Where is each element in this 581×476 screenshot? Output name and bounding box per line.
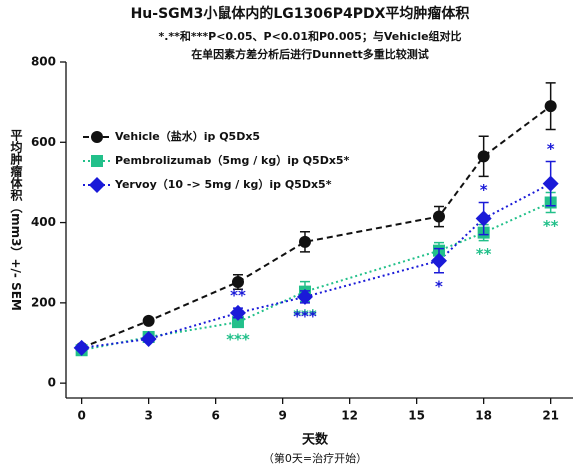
legend-label: Yervoy（10 -> 5mg / kg）ip Q5Dx5* (114, 178, 332, 191)
x-tick-label: 15 (408, 409, 425, 423)
marker (140, 330, 157, 347)
marker (475, 210, 492, 227)
marker (231, 316, 244, 329)
marker (229, 304, 246, 321)
x-tick-label: 12 (341, 409, 358, 423)
x-tick-label: 18 (475, 409, 492, 423)
marker (296, 288, 313, 305)
x-tick-label: 3 (144, 409, 152, 423)
x-axis-note: （第0天=治疗开始） (263, 451, 367, 465)
legend-label: Vehicle（盐水）ip Q5Dx5 (115, 129, 260, 143)
chart-title: Hu-SGM3小鼠体内的LG1306P4PDX平均肿瘤体积 (131, 5, 470, 22)
significance-label: *** (293, 307, 317, 325)
significance-label: ** (230, 287, 246, 305)
subtitle: *.**和***P<0.05、P<0.01和P0.005；与Vehicle组对比 (158, 29, 461, 43)
x-axis-label: 天数 (302, 432, 329, 448)
y-tick-label: 400 (31, 215, 56, 229)
subtitle: 在单因素方差分析后进行Dunnett多重比较测试 (191, 47, 429, 61)
marker (91, 155, 103, 167)
significance-label: ** (543, 217, 559, 235)
significance-label: * (547, 140, 555, 158)
marker (432, 210, 445, 223)
significance-label: *** (226, 331, 250, 349)
x-tick-label: 0 (77, 409, 85, 423)
marker (73, 339, 90, 356)
marker (91, 131, 103, 143)
significance-label: *** (293, 306, 317, 324)
y-tick-label: 0 (48, 376, 56, 390)
y-tick-label: 600 (31, 135, 56, 149)
marker (544, 100, 557, 113)
marker (542, 175, 559, 192)
marker (142, 314, 155, 327)
marker (89, 177, 105, 193)
significance-label: ** (476, 245, 492, 263)
marker (298, 235, 311, 248)
marker (430, 252, 447, 269)
significance-label: * (480, 181, 488, 199)
y-tick-label: 200 (31, 295, 56, 309)
y-tick-label: 800 (31, 55, 56, 69)
significance-label: * (435, 277, 443, 295)
x-tick-label: 6 (211, 409, 219, 423)
x-tick-label: 9 (278, 409, 286, 423)
y-axis-label: 平均肿瘤体积（mm3）+/- SEM (9, 129, 23, 311)
marker (477, 150, 490, 163)
x-tick-label: 21 (542, 409, 559, 423)
marker (231, 275, 244, 288)
legend-label: Pembrolizumab（5mg / kg）ip Q5Dx5* (115, 154, 350, 167)
